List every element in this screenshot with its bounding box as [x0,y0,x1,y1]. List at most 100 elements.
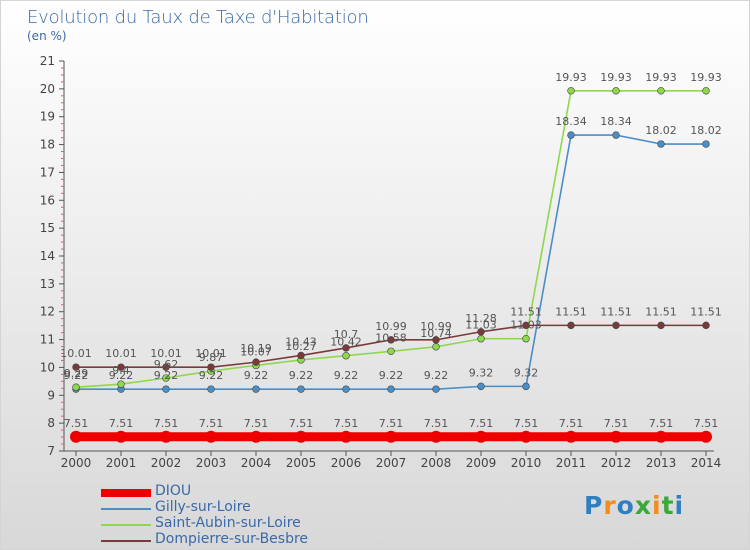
legend-item-diou: DIOU [101,483,401,501]
data-label: 9.22 [379,369,404,382]
data-label: 7.51 [604,417,629,430]
data-label: 10.27 [285,340,317,353]
data-label: 9.22 [289,369,314,382]
data-label: 9.22 [64,369,89,382]
data-point [612,321,620,330]
x-tick-label: 2014 [691,456,722,470]
x-tick-label: 2003 [196,456,227,470]
x-tick-label: 2012 [601,456,632,470]
y-tick-label: 10 [40,360,55,374]
data-label: 7.51 [334,417,359,430]
logo-letter: i [674,491,685,520]
data-point [160,430,172,443]
data-point [655,430,667,443]
legend-item-saint-aubin: Saint-Aubin-sur-Loire [101,515,401,533]
x-tick-label: 2007 [376,456,407,470]
data-label: 10.58 [375,331,407,344]
data-point [477,328,485,336]
data-point [342,344,350,352]
x-tick-label: 2002 [151,456,182,470]
data-label: 19.93 [555,71,587,84]
data-point [657,140,665,148]
data-point [432,336,440,344]
x-tick-label: 2013 [646,456,677,470]
data-label: 10.01 [60,347,92,360]
series-layer [70,87,712,443]
logo-letter: o [616,491,635,520]
legend-item-dompierre: Dompierre-sur-Besbre [101,531,401,549]
y-tick-label: 15 [40,221,55,235]
y-tick-label: 14 [40,249,55,263]
data-point [385,430,397,443]
data-label: 9.22 [109,369,134,382]
data-point [342,385,350,393]
data-point [117,363,125,371]
data-label: 9.32 [514,366,539,379]
x-tick-label: 2000 [61,456,92,470]
data-label: 19.93 [600,71,632,84]
data-label: 9.22 [244,369,269,382]
x-tick-label: 2006 [331,456,362,470]
y-tick-label: 13 [40,277,55,291]
data-point [610,430,622,443]
y-tick-label: 8 [47,416,55,430]
data-labels-layer: 7.51 7.51 7.51 7.51 7.51 7.51 7.51 7.51 7.51 7.51… [60,71,722,430]
data-point [567,87,575,95]
data-label: 10.01 [150,347,182,360]
data-point [522,335,530,343]
data-label: 7.51 [469,417,494,430]
data-point [162,363,170,371]
legend-label-gilly: Gilly-sur-Loire [155,499,251,515]
y-tick-label: 16 [40,193,55,207]
chart-title: Evolution du Taux de Taxe d'Habitation [27,7,369,28]
data-label: 10.01 [195,347,227,360]
data-label: 18.02 [645,124,677,137]
data-label: 10.01 [105,347,137,360]
data-point [522,321,530,330]
data-label: 11.51 [510,305,542,318]
logo-letter: t [661,491,675,520]
y-tick-label: 11 [40,333,55,347]
data-label: 7.51 [514,417,539,430]
y-tick-label: 17 [40,165,55,179]
data-label: 10.43 [285,335,317,348]
data-label: 9.22 [154,369,179,382]
data-point [207,385,215,393]
data-label: 10.19 [240,342,272,355]
data-label: 7.51 [199,417,224,430]
data-point [702,87,710,95]
data-point [522,382,530,391]
data-point [565,430,577,443]
data-label: 11.28 [465,312,497,325]
data-point [702,140,710,148]
data-label: 7.51 [424,417,449,430]
data-point [702,321,710,330]
data-label: 9.22 [199,369,224,382]
data-point [567,321,575,330]
data-label: 11.51 [690,305,722,318]
data-label: 11.51 [555,305,587,318]
data-point [432,385,440,393]
data-point [432,343,440,351]
data-point [475,430,487,443]
logo-letter: r [603,491,617,520]
y-tick-label: 19 [40,110,55,124]
data-point [612,87,620,95]
axes: 7 8 9 10 11 12 13 14 15 16 17 18 19 20 21 2000 2001 2002 2… [40,54,722,470]
data-point [297,385,305,393]
data-label: 18.34 [600,115,632,128]
data-point [477,335,485,343]
data-point [205,430,217,443]
x-tick-label: 2001 [106,456,137,470]
data-point [700,430,712,443]
data-label: 11.03 [465,319,497,332]
data-label: 18.02 [690,124,722,137]
y-tick-label: 7 [47,444,55,458]
logo-letter: x [634,491,652,520]
data-label: 7.51 [694,417,719,430]
data-point [477,382,485,391]
y-tick-label: 21 [40,54,55,68]
data-point [162,385,170,393]
